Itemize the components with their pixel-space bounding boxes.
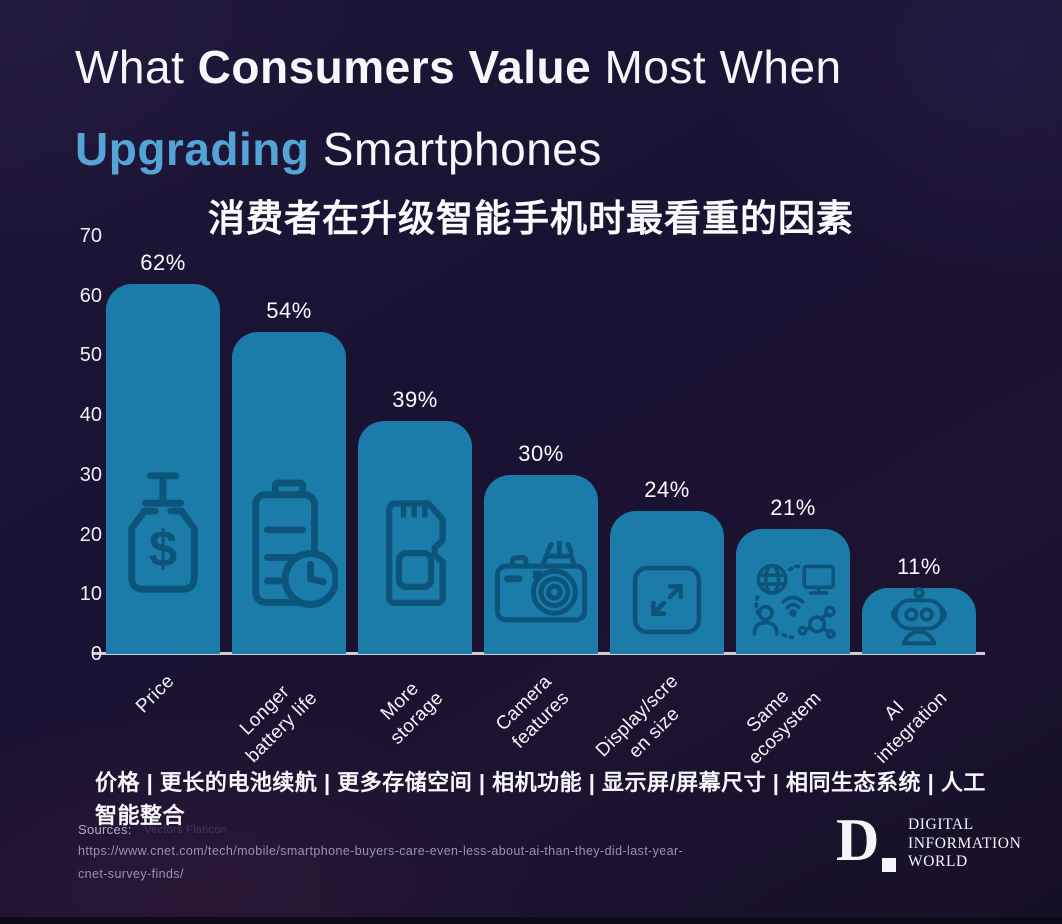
- sources-credit: Vectors Flaticon: [144, 824, 228, 836]
- source-url-line1: https://www.cnet.com/tech/mobile/smartph…: [78, 844, 684, 858]
- y-axis-tick: 30: [79, 463, 102, 486]
- title-highlight: Upgrading: [75, 123, 310, 175]
- sd-card-icon: [375, 498, 455, 608]
- bar: [358, 421, 472, 654]
- logo-wordmark: DIGITAL INFORMATION WORLD: [908, 816, 1021, 872]
- bottom-edge-strip: [0, 917, 1062, 924]
- bar-value-label: 24%: [644, 477, 690, 502]
- y-axis-tick: 40: [79, 404, 102, 427]
- y-axis-tick: 60: [79, 284, 102, 307]
- sources-label: Sources:: [78, 822, 132, 837]
- expand-arrows-icon: [629, 562, 705, 638]
- battery-clock-icon: [240, 479, 338, 608]
- bar-value-label: 30%: [518, 441, 564, 466]
- page-title: What Consumers Value Most When: [75, 44, 842, 90]
- y-axis-tick: 0: [90, 643, 102, 665]
- bar-value-label: 11%: [897, 554, 941, 579]
- bar-value-label: 21%: [770, 495, 816, 520]
- price-tag-icon: $: [119, 468, 207, 596]
- title-line2-rest: Smartphones: [309, 123, 602, 175]
- y-axis-tick: 20: [79, 523, 102, 546]
- logo-line2: INFORMATION: [908, 834, 1022, 852]
- caption-chinese: 价格 | 更长的电池续航 | 更多存储空间 | 相机功能 | 显示屏/屏幕尺寸 …: [95, 770, 986, 828]
- bar-value-label: 54%: [266, 298, 312, 323]
- ecosystem-icon: [748, 560, 838, 642]
- title-pre: What: [75, 41, 198, 93]
- source-url-line2: cnet-survey-finds/: [78, 867, 184, 881]
- logo-letter-d: D: [836, 807, 880, 873]
- page-title-line2: Upgrading Smartphones: [75, 126, 602, 172]
- y-axis-tick: 50: [79, 344, 102, 367]
- y-axis-tick: 10: [79, 583, 102, 606]
- logo-line1: DIGITAL: [908, 816, 974, 833]
- subtitle-chinese: 消费者在升级智能手机时最看重的因素: [208, 198, 854, 239]
- title-bold: Consumers Value: [197, 41, 592, 93]
- bar-value-label: 39%: [392, 387, 438, 412]
- y-axis-tick: 70: [79, 225, 102, 247]
- title-post: Most When: [591, 41, 842, 93]
- svg-text:$: $: [149, 520, 177, 577]
- logo-line3: WORLD: [908, 853, 968, 871]
- logo-square-icon: [882, 858, 896, 872]
- camera-icon: [489, 541, 593, 628]
- digital-information-world-logo: D DIGITAL INFORMATION WORLD: [836, 810, 1046, 884]
- bar-value-label: 62%: [140, 250, 186, 275]
- robot-icon: [887, 587, 951, 646]
